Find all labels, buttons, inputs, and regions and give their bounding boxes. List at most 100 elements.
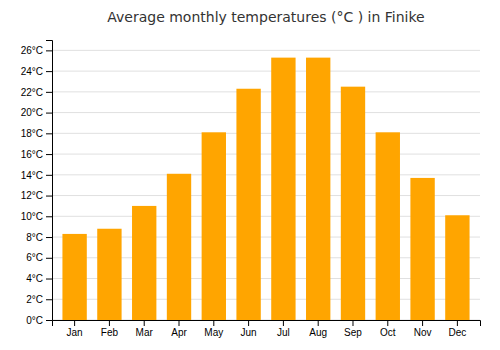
y-tick-mark [46,279,52,280]
y-tick: 22°C [21,87,52,98]
x-tick: May [204,320,223,338]
bar [341,87,365,320]
grid-line [52,91,480,92]
x-tick: Apr [171,320,187,338]
y-tick-mark [46,92,52,93]
y-tick: 0°C [26,315,52,326]
x-tick-label: Oct [380,327,396,338]
plot: 0°C 2°C 4°C 6°C 8°C 10°C 12°C 14°C 16°C 18°C 20°C 2… [21,41,481,339]
x-tick-mark [318,320,319,326]
y-tick-mark [46,320,52,321]
y-tick-label: 26°C [21,45,43,56]
y-tick-label: 0°C [26,315,43,326]
x-tick-mark [144,320,145,326]
y-tick: 4°C [26,273,52,284]
x-tick-mark [179,320,180,326]
y-tick-label: 8°C [26,232,43,243]
grid [52,50,480,320]
x-tick-label: Nov [414,327,432,338]
y-tick-label: 22°C [21,87,43,98]
grid-line [52,174,480,175]
bar [132,206,156,320]
bar [202,132,226,320]
y-tick-mark [46,50,52,51]
y-tick-mark [46,258,52,259]
x-tick-mark [387,320,388,326]
x-tick-mark [109,320,110,326]
y-tick: 10°C [21,211,52,222]
x-tick: Feb [101,320,119,338]
x-tick-label: Mar [136,327,154,338]
bar [236,89,260,320]
y-tick-label: 6°C [26,252,43,263]
y-tick: 24°C [21,66,52,77]
x-tick-mark [352,320,353,326]
y-tick: 14°C [21,170,52,181]
x-tick-mark [457,320,458,326]
chart: 0°C 2°C 4°C 6°C 8°C 10°C 12°C 14°C 16°C 18°C 20°C 2… [0,0,500,350]
x-tick-label: Feb [101,327,119,338]
grid-line [52,71,480,72]
x-tick-label: Jul [277,327,290,338]
y-tick: 20°C [21,107,52,118]
y-tick: 18°C [21,128,52,139]
x-tick: Jun [241,320,257,338]
x-tick: Aug [309,320,327,338]
x-tick-label: Jun [241,327,257,338]
x-tick: Mar [136,320,154,338]
x-tick-mark [248,320,249,326]
y-tick: 16°C [21,149,52,160]
y-tick-mark [46,196,52,197]
y-tick: 8°C [26,232,52,243]
y-tick-mark [46,71,52,72]
y-tick-mark [46,133,52,134]
y-tick-mark [46,237,52,238]
y-tick: 26°C [21,45,52,56]
grid-line [52,133,480,134]
bars [62,58,469,320]
bar [445,215,469,320]
x-tick-label: May [204,327,223,338]
x-tick-mark [422,320,423,326]
x-tick-label: Jan [67,327,83,338]
x-tick-mark [283,320,284,326]
x-tick: Nov [414,320,432,338]
y-tick-label: 4°C [26,273,43,284]
y-tick-label: 14°C [21,170,43,181]
x-tick: Dec [448,320,466,338]
y-axis: 0°C 2°C 4°C 6°C 8°C 10°C 12°C 14°C 16°C 18°C 20°C 2… [21,41,53,326]
y-tick-mark [46,216,52,217]
y-tick-label: 10°C [21,211,43,222]
x-tick: Jul [277,320,290,338]
y-tick: 2°C [26,294,52,305]
x-tick-label: Aug [309,327,327,338]
y-tick-mark [46,113,52,114]
x-axis-line [53,321,481,327]
y-tick-label: 2°C [26,294,43,305]
x-tick: Sep [344,320,362,338]
y-tick-label: 12°C [21,190,43,201]
x-tick-mark [74,320,75,326]
y-tick-mark [46,299,52,300]
x-tick: Oct [380,320,396,338]
grid-line [52,112,480,113]
y-tick-label: 20°C [21,107,43,118]
y-tick-label: 16°C [21,149,43,160]
y-tick: 6°C [26,252,52,263]
grid-line [52,154,480,155]
bar [410,178,434,320]
bar [306,58,330,320]
bar [376,132,400,320]
title: Average monthly temperatures (°C ) in Fi… [107,9,424,25]
x-axis: Jan Feb Mar Apr May Jun Jul Aug Sep Oct Nov Dec [53,320,481,338]
y-tick-label: 24°C [21,66,43,77]
y-axis-line [46,41,53,321]
y-tick-label: 18°C [21,128,43,139]
x-tick-label: Dec [448,327,466,338]
y-tick-mark [46,154,52,155]
bar [62,234,86,320]
x-tick-mark [213,320,214,326]
y-tick: 12°C [21,190,52,201]
grid-line [52,50,480,51]
bar [97,229,121,320]
